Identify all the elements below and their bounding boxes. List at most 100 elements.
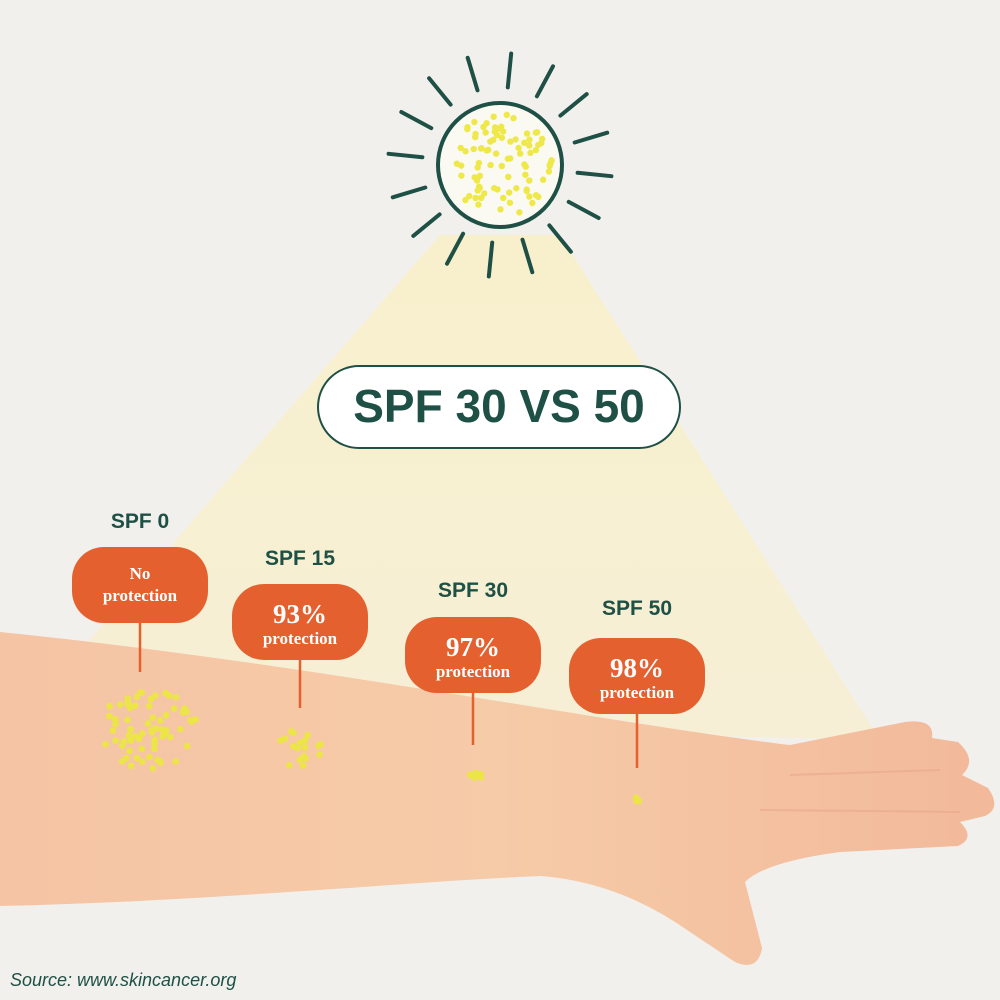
dot [181, 705, 188, 712]
dot [106, 702, 113, 710]
dot [475, 201, 482, 208]
dot [498, 162, 506, 170]
dot [523, 186, 530, 193]
dot [304, 731, 311, 739]
dot [535, 141, 542, 149]
sun-ray [520, 237, 535, 275]
dot [127, 762, 135, 770]
dot [498, 134, 506, 141]
dot [159, 733, 166, 740]
dot [483, 119, 490, 127]
title: SPF 30 VS 50 [353, 380, 645, 432]
dot [492, 150, 500, 157]
dot [513, 185, 520, 192]
dot [133, 693, 141, 701]
dot [523, 130, 531, 137]
dot [151, 736, 158, 744]
dot [315, 742, 322, 750]
sun-ray [486, 240, 495, 279]
dot [299, 762, 307, 769]
marker-label: SPF 15 [265, 547, 335, 570]
dot [548, 157, 555, 164]
dot [497, 206, 504, 213]
dot [507, 138, 514, 145]
sun-ray [399, 110, 434, 131]
sun-ray [505, 51, 514, 90]
dot [474, 164, 481, 171]
dot [102, 740, 109, 748]
dot [477, 194, 485, 202]
dot [296, 756, 304, 764]
sun-ray [445, 231, 466, 266]
dot [458, 172, 465, 179]
dot [187, 716, 194, 724]
dot [172, 758, 179, 765]
marker-bubble [232, 584, 368, 660]
dot [516, 209, 523, 216]
sun [386, 51, 614, 279]
marker-percent: 98% [610, 653, 664, 683]
dot [162, 726, 170, 734]
dot [127, 725, 134, 733]
dot [112, 737, 120, 744]
dot [135, 735, 143, 743]
dot [482, 129, 489, 136]
dot [123, 754, 130, 762]
dot [522, 163, 530, 170]
dot [487, 138, 494, 145]
dot [166, 733, 174, 741]
dot [545, 168, 553, 175]
dot [316, 751, 323, 758]
sun-ray [534, 64, 555, 99]
dot [476, 172, 484, 180]
marker-text: protection [263, 629, 338, 648]
dot [532, 146, 540, 154]
dot [506, 189, 513, 196]
dot [177, 725, 184, 733]
dot [517, 150, 524, 157]
dot [144, 720, 152, 727]
dot [515, 144, 522, 152]
dot [147, 695, 155, 703]
sun-ray [465, 55, 480, 93]
spf-marker: SPF 0 No protection [72, 510, 208, 772]
dot [462, 148, 469, 155]
dot [149, 764, 157, 772]
dot [490, 113, 497, 120]
dot [116, 701, 124, 708]
dot [499, 194, 507, 202]
dot [487, 161, 494, 169]
dot [192, 716, 199, 723]
dot [149, 714, 157, 721]
dot [126, 747, 133, 755]
dot [162, 689, 169, 697]
dot [504, 155, 512, 162]
dot [124, 699, 132, 706]
dot [156, 717, 164, 724]
dot [301, 744, 309, 751]
dot [474, 187, 481, 194]
dot [521, 139, 528, 147]
dot [477, 770, 485, 778]
dot [526, 193, 533, 200]
dot [146, 753, 153, 761]
dot [470, 145, 477, 153]
dot [473, 177, 481, 184]
dot [510, 114, 517, 122]
dot [138, 745, 146, 753]
dot [152, 692, 159, 699]
dot [535, 193, 542, 201]
dot [529, 199, 536, 207]
spf-marker: SPF 50 98%protection [569, 597, 705, 805]
dot [162, 711, 170, 719]
dot [532, 129, 540, 136]
spf-marker: SPF 30 97%protection [405, 579, 541, 782]
sun-ray [411, 212, 442, 238]
dot [462, 196, 469, 204]
dot [289, 742, 297, 750]
marker-bubble [72, 547, 208, 623]
dot [491, 128, 498, 135]
dot [457, 144, 464, 152]
marker-label: SPF 0 [111, 510, 169, 533]
